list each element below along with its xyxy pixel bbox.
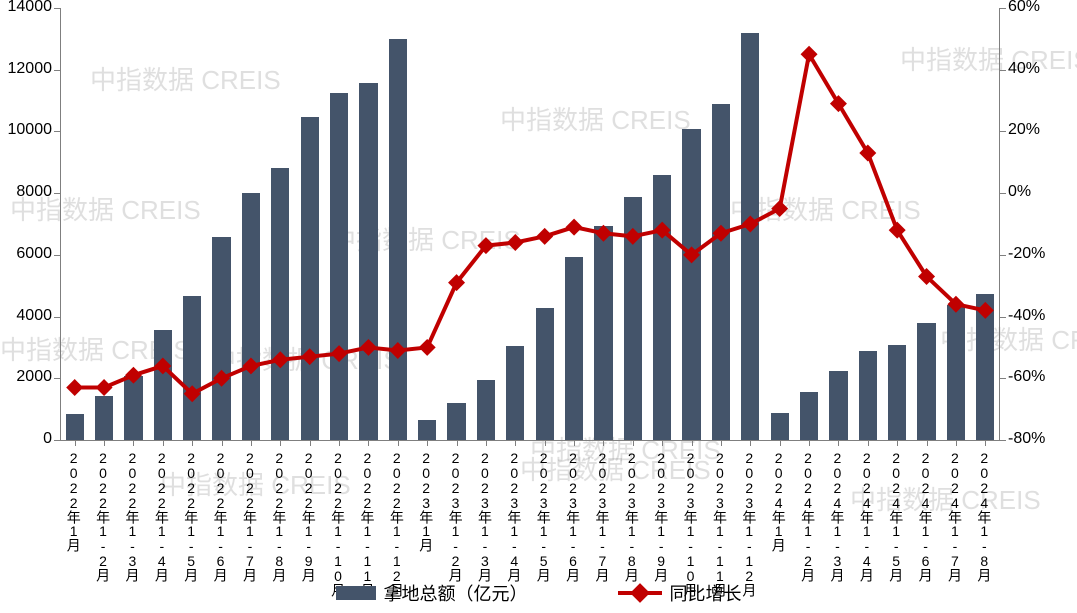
growth-marker bbox=[66, 379, 83, 396]
chart-root: 中指数据 CREIS中指数据 CREIS中指数据 CREIS中指数据 CREIS… bbox=[0, 0, 1077, 613]
line-layer bbox=[0, 0, 1077, 613]
growth-marker bbox=[125, 367, 142, 384]
legend-item: 同比增长 bbox=[618, 580, 742, 606]
growth-marker bbox=[536, 228, 553, 245]
legend: 拿地总额（亿元） 同比增长 bbox=[0, 580, 1077, 606]
legend-label: 拿地总额（亿元） bbox=[384, 580, 528, 606]
legend-label: 同比增长 bbox=[670, 580, 742, 606]
legend-item: 拿地总额（亿元） bbox=[336, 580, 528, 606]
growth-marker bbox=[801, 46, 818, 63]
growth-marker bbox=[859, 145, 876, 162]
legend-swatch-line bbox=[618, 591, 662, 595]
growth-marker bbox=[566, 219, 583, 236]
growth-marker bbox=[595, 225, 612, 242]
legend-swatch-bar bbox=[336, 586, 376, 600]
growth-marker bbox=[419, 339, 436, 356]
growth-marker bbox=[977, 302, 994, 319]
growth-marker bbox=[96, 379, 113, 396]
growth-marker bbox=[331, 345, 348, 362]
growth-marker bbox=[242, 357, 259, 374]
growth-marker bbox=[507, 234, 524, 251]
growth-marker bbox=[742, 216, 759, 233]
growth-marker bbox=[301, 348, 318, 365]
growth-marker bbox=[272, 351, 289, 368]
legend-diamond-icon bbox=[630, 583, 650, 603]
growth-marker bbox=[771, 200, 788, 217]
growth-marker bbox=[389, 342, 406, 359]
growth-line bbox=[75, 54, 986, 393]
growth-marker bbox=[830, 95, 847, 112]
growth-marker bbox=[213, 370, 230, 387]
growth-marker bbox=[624, 228, 641, 245]
growth-marker bbox=[360, 339, 377, 356]
